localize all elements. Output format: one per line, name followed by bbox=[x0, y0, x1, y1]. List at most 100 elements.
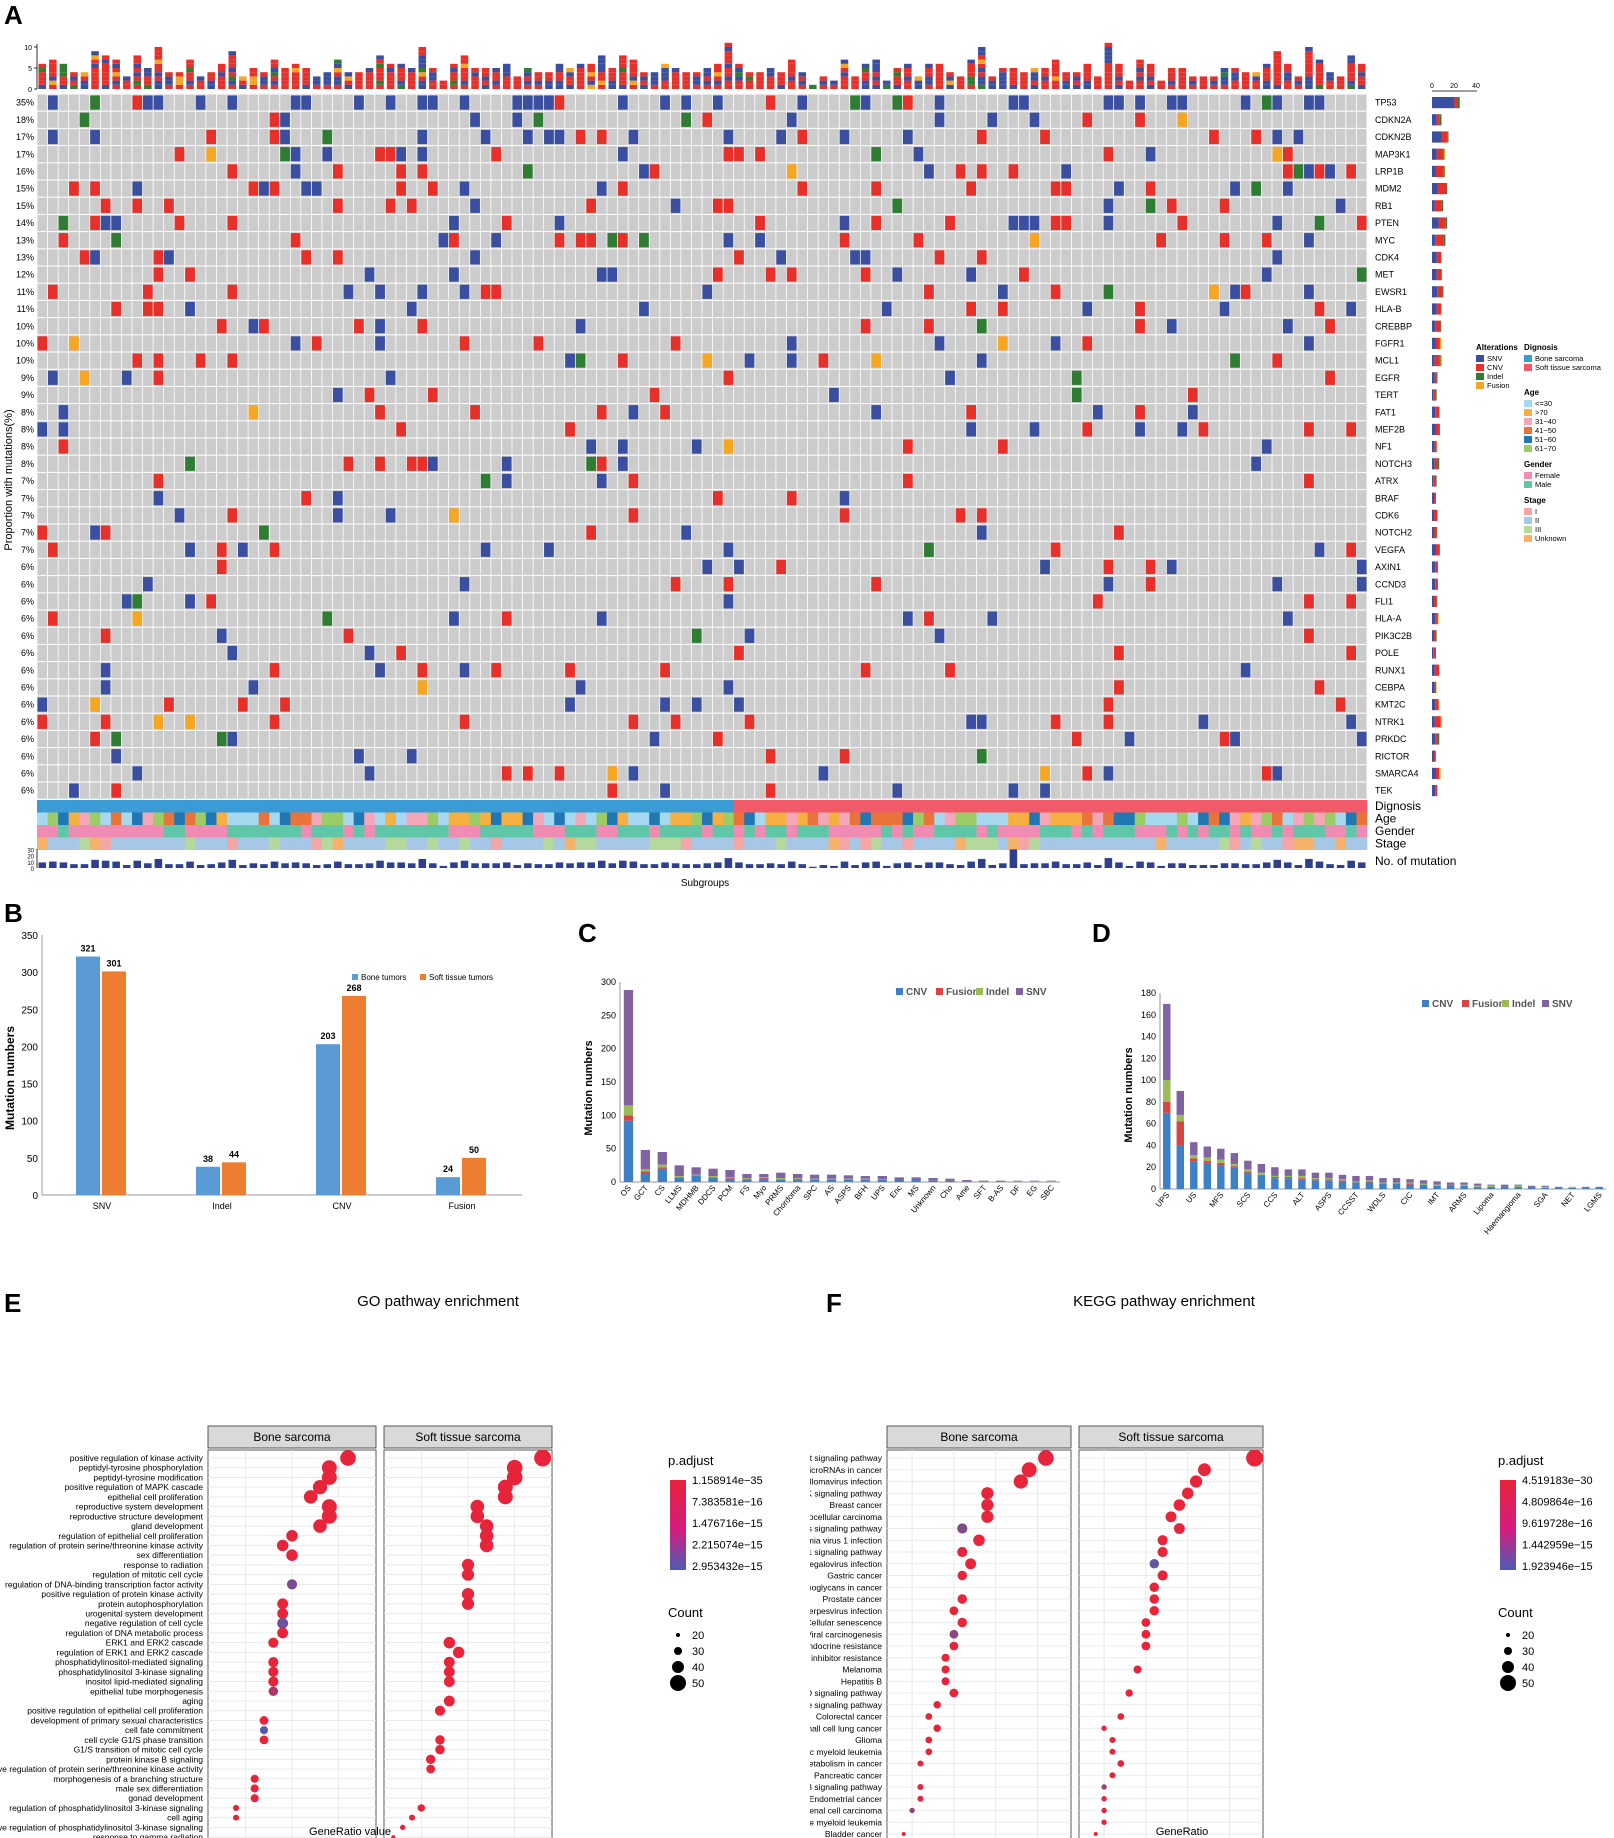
topbar-segment bbox=[38, 68, 47, 73]
oncoprint-cell bbox=[417, 369, 428, 386]
topbar-segment bbox=[196, 76, 205, 81]
oncoprint-cell bbox=[913, 593, 924, 610]
oncoprint-alteration bbox=[1325, 370, 1335, 385]
oncoprint-alteration bbox=[1135, 112, 1145, 127]
topbar-segment bbox=[249, 76, 258, 81]
oncoprint-cell bbox=[354, 266, 364, 283]
oncoprint-cell bbox=[1219, 352, 1230, 369]
topbar-segment bbox=[91, 80, 99, 85]
oncoprint-cell bbox=[301, 146, 312, 163]
oncoprint-alteration bbox=[1230, 353, 1240, 368]
oncoprint-cell bbox=[871, 421, 882, 438]
oncoprint-cell bbox=[332, 94, 343, 111]
oncoprint-cell bbox=[174, 197, 185, 214]
oncoprint-cell bbox=[280, 558, 290, 576]
oncoprint-cell bbox=[470, 163, 480, 180]
oncoprint-cell bbox=[121, 249, 132, 266]
oncoprint-cell bbox=[491, 455, 502, 472]
oncoprint-cell bbox=[449, 558, 459, 576]
oncoprint-cell bbox=[639, 352, 649, 369]
oncoprint-cell bbox=[237, 318, 248, 335]
oncoprint-cell bbox=[871, 507, 882, 524]
oncoprint-cell bbox=[216, 438, 227, 455]
oncoprint-cell bbox=[649, 180, 660, 197]
oncoprint-cell bbox=[881, 232, 892, 249]
oncoprint-cell bbox=[1135, 335, 1145, 352]
topbar-segment bbox=[492, 72, 500, 77]
oncoprint-cell bbox=[1293, 318, 1304, 335]
oncoprint-cell bbox=[37, 232, 48, 249]
oncoprint-cell bbox=[554, 146, 565, 163]
oncoprint-cell bbox=[47, 352, 58, 369]
oncoprint-cell bbox=[860, 163, 871, 180]
oncoprint-cell bbox=[216, 111, 227, 128]
oncoprint-cell bbox=[216, 232, 227, 249]
topbar-segment bbox=[555, 76, 564, 81]
oncoprint-cell bbox=[259, 490, 269, 507]
oncoprint-cell bbox=[712, 507, 723, 524]
topbar-segment bbox=[724, 51, 733, 56]
oncoprint-cell bbox=[1061, 369, 1072, 386]
oncoprint-cell bbox=[111, 421, 122, 438]
oncoprint-alteration bbox=[765, 95, 776, 110]
oncoprint-cell bbox=[955, 180, 966, 197]
oncoprint-cell bbox=[1092, 180, 1103, 197]
oncoprint-alteration bbox=[417, 147, 428, 162]
oncoprint-cell bbox=[1209, 180, 1219, 197]
oncoprint-cell bbox=[406, 610, 417, 627]
oncoprint-cell bbox=[301, 576, 312, 593]
oncoprint-cell bbox=[554, 335, 565, 352]
oncoprint-cell bbox=[79, 438, 90, 455]
oncoprint-cell bbox=[1008, 232, 1019, 249]
oncoprint-cell bbox=[449, 318, 459, 335]
oncoprint-cell bbox=[1177, 146, 1188, 163]
oncoprint-cell bbox=[892, 300, 903, 318]
topbar-segment bbox=[101, 76, 110, 81]
oncoprint-cell bbox=[670, 421, 681, 438]
oncoprint-cell bbox=[1346, 214, 1357, 232]
oncoprint-cell bbox=[596, 576, 607, 593]
oncoprint-alteration bbox=[491, 284, 502, 299]
oncoprint-alteration bbox=[1187, 405, 1198, 420]
oncoprint-cell bbox=[797, 472, 808, 490]
oncoprint-cell bbox=[354, 180, 364, 197]
oncoprint-cell bbox=[617, 541, 628, 558]
oncoprint-cell bbox=[1071, 197, 1082, 214]
oncoprint-cell bbox=[976, 283, 987, 300]
oncoprint-cell bbox=[1103, 404, 1114, 421]
oncoprint-cell bbox=[111, 94, 122, 111]
oncoprint-cell bbox=[987, 421, 998, 438]
oncoprint-cell bbox=[79, 404, 90, 421]
oncoprint-cell bbox=[1082, 507, 1093, 524]
oncoprint-cell bbox=[997, 163, 1008, 180]
oncoprint-cell bbox=[237, 146, 248, 163]
oncoprint-cell bbox=[427, 232, 438, 249]
oncoprint-cell bbox=[1050, 507, 1061, 524]
oncoprint-cell bbox=[322, 214, 333, 232]
oncoprint-cell bbox=[459, 455, 470, 472]
oncoprint-cell bbox=[533, 472, 544, 490]
oncoprint-cell bbox=[216, 266, 227, 283]
topbar-segment bbox=[1083, 72, 1092, 77]
oncoprint-cell bbox=[1198, 128, 1209, 146]
oncoprint-cell bbox=[216, 507, 227, 524]
oncoprint-cell bbox=[681, 352, 692, 369]
oncoprint-alteration bbox=[216, 319, 227, 334]
topbar-segment bbox=[365, 72, 374, 77]
gene-label: MDM2 bbox=[1375, 184, 1402, 194]
oncoprint-cell bbox=[1008, 318, 1019, 335]
gene-label: MCL1 bbox=[1375, 356, 1399, 366]
oncoprint-cell bbox=[1114, 455, 1124, 472]
oncoprint-cell bbox=[111, 128, 122, 146]
oncoprint-cell bbox=[1114, 318, 1124, 335]
oncoprint-cell bbox=[839, 146, 850, 163]
oncoprint-cell bbox=[1209, 318, 1219, 335]
oncoprint-cell bbox=[1092, 214, 1103, 232]
oncoprint-cell bbox=[37, 214, 48, 232]
oncoprint-cell bbox=[1219, 524, 1230, 541]
oncoprint-cell bbox=[1304, 197, 1314, 214]
oncoprint-cell bbox=[533, 232, 544, 249]
oncoprint-cell bbox=[691, 593, 702, 610]
gene-percent: 6% bbox=[21, 596, 34, 606]
oncoprint-cell bbox=[871, 232, 882, 249]
